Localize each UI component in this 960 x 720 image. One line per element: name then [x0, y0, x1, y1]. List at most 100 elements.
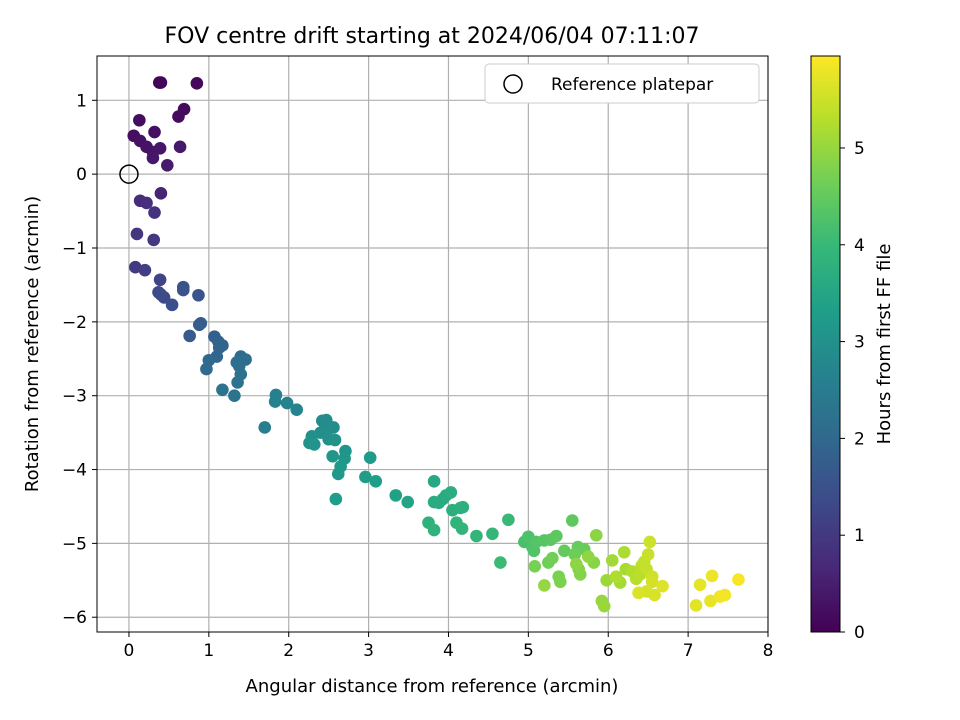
data-point [192, 318, 206, 332]
data-point [568, 548, 581, 561]
data-point [228, 389, 241, 402]
data-point [130, 227, 144, 241]
data-point [140, 196, 153, 210]
data-point [581, 550, 595, 563]
colorbar-tick-label: 2 [854, 429, 865, 449]
data-point [129, 260, 142, 274]
data-point [165, 298, 179, 312]
colorbar-ticks: 0 1 2 3 4 5 [840, 139, 865, 643]
plot-frame [96, 55, 769, 633]
reference-marker [119, 164, 139, 184]
y-tick-label: −1 [62, 239, 87, 259]
data-point [538, 579, 551, 592]
data-point [280, 396, 294, 410]
data-point [147, 233, 161, 247]
data-point [444, 486, 458, 499]
data-point [565, 514, 579, 527]
data-point [268, 395, 282, 408]
data-point [569, 557, 583, 571]
data-point [329, 492, 343, 506]
data-point [597, 599, 611, 613]
data-point [160, 158, 174, 172]
legend: Reference platepar [484, 63, 760, 104]
data-point [427, 523, 441, 537]
x-tick-label: 3 [363, 641, 374, 661]
data-point [154, 76, 168, 89]
data-point [641, 548, 655, 561]
data-point [331, 467, 345, 481]
data-point [153, 142, 167, 155]
y-tick-label: −6 [62, 608, 87, 628]
colorbar-tick-label: 4 [854, 236, 865, 256]
data-point [494, 556, 507, 569]
data-point [427, 495, 441, 509]
y-axis-ticks: 1 0 −1 −2 −3 −4 −5 −6 [62, 91, 97, 628]
data-point [648, 588, 661, 602]
data-point [502, 513, 515, 527]
data-point [486, 527, 499, 541]
data-point [258, 421, 272, 434]
x-axis-ticks: 0 1 2 3 4 5 6 7 8 [124, 632, 774, 661]
data-point [605, 554, 619, 567]
data-point [389, 489, 403, 502]
data-point [172, 110, 185, 123]
data-point [133, 113, 146, 127]
y-tick-label: −4 [62, 461, 87, 481]
data-point [154, 288, 168, 301]
data-point [363, 451, 377, 465]
data-point [290, 403, 304, 417]
legend-box [484, 63, 760, 104]
data-point [456, 500, 470, 514]
y-tick-label: 0 [76, 165, 87, 185]
data-point [369, 475, 383, 488]
x-tick-label: 8 [763, 641, 774, 661]
scatter-points [127, 76, 745, 613]
data-point [455, 522, 469, 535]
data-point [645, 575, 659, 589]
data-point [705, 569, 719, 583]
y-axis-label: Rotation from reference (arcmin) [22, 196, 43, 492]
x-axis-label: Angular distance from reference (arcmin) [246, 676, 619, 697]
data-point [528, 559, 542, 573]
data-point [470, 529, 483, 543]
data-point [656, 579, 669, 593]
x-tick-label: 6 [603, 641, 614, 661]
data-point [231, 376, 244, 389]
colorbar-label: Hours from first FF file [874, 244, 895, 445]
data-point [609, 570, 623, 583]
data-point [718, 588, 732, 602]
data-point [573, 568, 587, 581]
data-point [632, 586, 645, 600]
chart-title: FOV centre drift starting at 2024/06/04 … [165, 24, 700, 49]
data-point [216, 339, 229, 352]
data-point [643, 535, 657, 549]
data-point [732, 573, 745, 586]
data-point [176, 283, 190, 297]
x-tick-label: 0 [124, 641, 135, 661]
data-point [617, 545, 631, 559]
x-tick-label: 7 [683, 641, 694, 661]
data-point [589, 528, 603, 542]
colorbar-tick-label: 1 [854, 526, 865, 546]
data-point [192, 288, 205, 302]
y-tick-label: 1 [76, 91, 87, 111]
grid [97, 56, 769, 632]
legend-label: Reference platepar [551, 75, 713, 95]
data-point [190, 77, 204, 90]
data-point [546, 551, 559, 565]
data-point [183, 329, 196, 343]
data-point [550, 529, 563, 543]
data-point [554, 575, 567, 589]
y-tick-label: −2 [62, 313, 87, 333]
data-point [153, 273, 167, 287]
data-point [359, 470, 372, 484]
y-tick-label: −3 [62, 387, 87, 407]
y-tick-label: −5 [62, 534, 87, 554]
legend-marker [503, 74, 523, 94]
data-point [146, 151, 160, 165]
x-tick-label: 2 [283, 641, 294, 661]
colorbar [810, 55, 841, 633]
data-point [148, 206, 161, 219]
data-point [148, 125, 161, 139]
